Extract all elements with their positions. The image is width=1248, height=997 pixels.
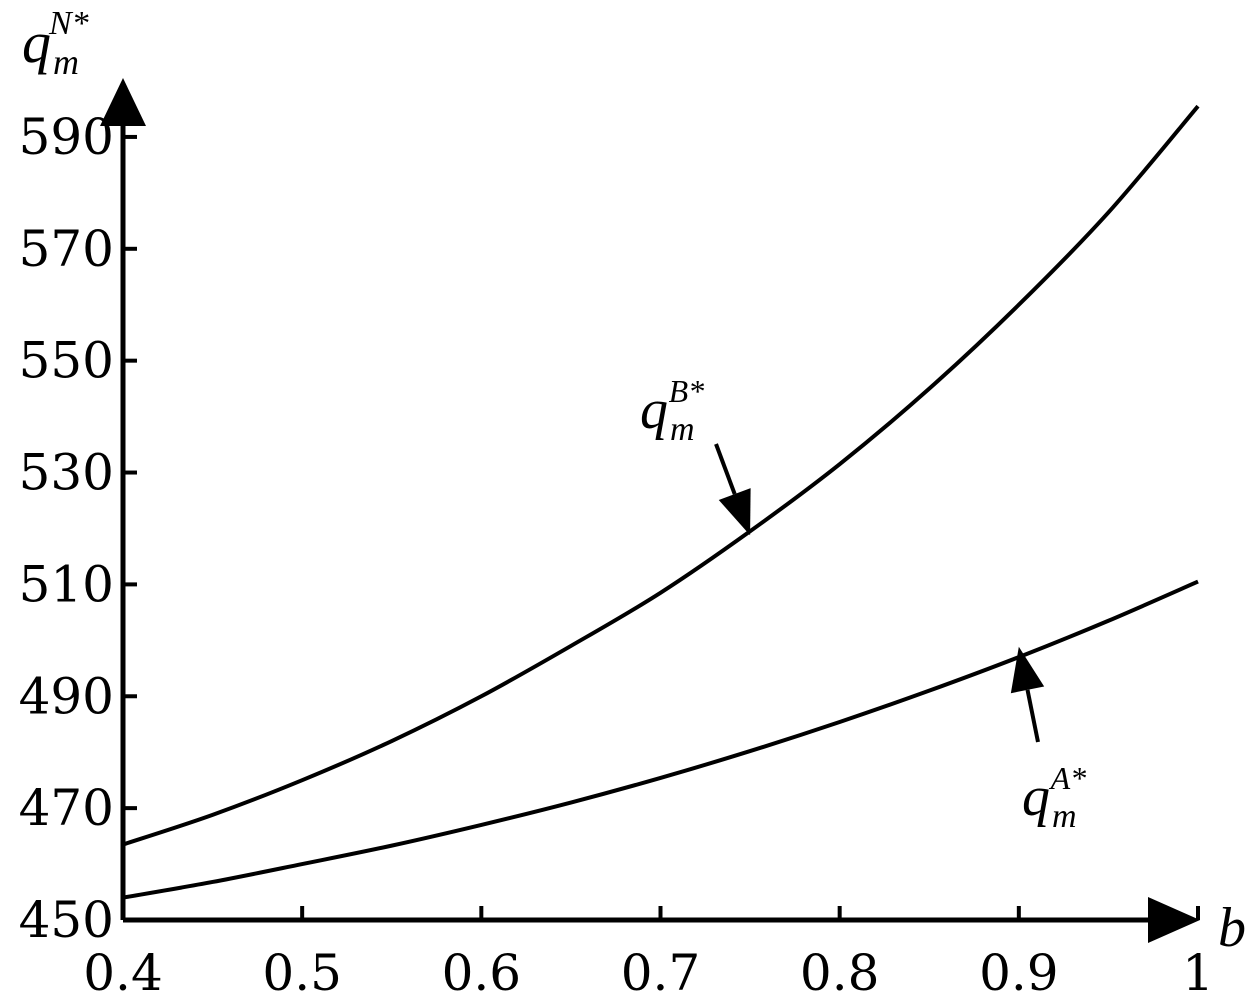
series-label-a-base: q bbox=[1022, 766, 1050, 828]
x-tick-label: 0.5 bbox=[262, 944, 342, 997]
series-label-b-sub: m bbox=[670, 411, 695, 448]
y-tick-label: 530 bbox=[19, 444, 114, 502]
annotation-arrow-shaft bbox=[1025, 689, 1040, 743]
y-axis-label-sup: N* bbox=[48, 5, 89, 42]
annotations-group bbox=[714, 443, 1045, 743]
y-tick-label: 490 bbox=[19, 667, 114, 725]
x-tick-label: 0.6 bbox=[442, 944, 522, 997]
series-label-a: q m A* bbox=[1022, 760, 1086, 835]
y-tick-label: 450 bbox=[19, 891, 114, 949]
y-tick-label: 590 bbox=[19, 108, 114, 166]
series-line-b bbox=[122, 104, 1200, 847]
series-label-a-sub: m bbox=[1052, 798, 1077, 835]
y-axis-label-sub: m bbox=[53, 42, 79, 82]
x-tick-label: 0.7 bbox=[621, 944, 701, 997]
y-tick-label: 510 bbox=[19, 555, 114, 613]
ticks-group: 0.4 0.5 0.6 0.7 0.8 0.9 1 450 470 490 510 530 550 570… bbox=[19, 108, 1214, 997]
annotation-arrow-icon bbox=[718, 488, 751, 536]
y-tick-label: 470 bbox=[19, 779, 114, 837]
series-label-b-sup: B* bbox=[669, 373, 705, 409]
y-axis-arrow-icon bbox=[100, 78, 146, 126]
x-tick-label: 0.4 bbox=[83, 944, 163, 997]
annotation-arrow-shaft bbox=[714, 443, 737, 495]
y-tick-label: 570 bbox=[19, 220, 114, 278]
x-axis-arrow-icon bbox=[1148, 897, 1200, 943]
x-axis-label: b bbox=[1218, 897, 1246, 959]
annotation-arrow-icon bbox=[1010, 646, 1045, 694]
series-label-b-base: q bbox=[640, 379, 668, 441]
y-axis-label-base: q bbox=[22, 10, 51, 75]
series-label-a-sup: A* bbox=[1049, 760, 1087, 796]
series-label-b: q m B* bbox=[640, 373, 704, 448]
x-tick-label: 0.8 bbox=[800, 944, 880, 997]
y-tick-label: 550 bbox=[19, 332, 114, 390]
x-tick-label: 1 bbox=[1182, 944, 1214, 997]
x-tick-label: 0.9 bbox=[979, 944, 1059, 997]
y-axis-label: q m N* bbox=[22, 5, 89, 82]
